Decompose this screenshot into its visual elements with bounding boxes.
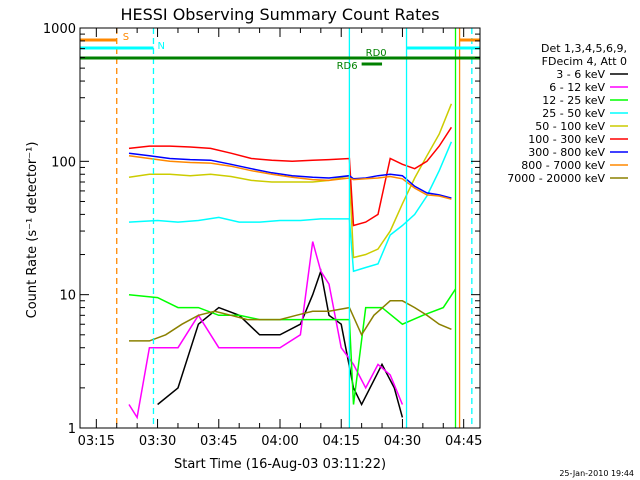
x-tick-label: 04:45 [445,434,482,449]
series-line-7 [128,152,452,199]
state-label-6: RD6 [337,61,358,72]
legend-label-2: 6 - 12 keV [549,81,605,94]
y-tick-label: 1 [68,422,76,437]
legend-label-4: 25 - 50 keV [542,107,605,120]
legend-label-7: 300 - 800 keV [528,146,605,159]
y-tick-label: 100 [51,155,76,170]
series-line-5 [128,103,453,259]
legend-label-1: 3 - 6 keV [556,68,605,81]
legend-label-9: 7000 - 20000 keV [507,172,605,185]
y-tick-label: 1000 [43,22,76,37]
y-tick-label: 10 [59,289,76,304]
series-line-1 [157,268,404,418]
x-tick-label: 04:15 [322,434,359,449]
series-line-2 [128,241,404,420]
chart-title: HESSI Observing Summary Count Rates [120,5,439,24]
series-line-8 [128,155,452,200]
x-tick-label: 04:00 [261,434,298,449]
state-label-2: N [158,41,165,52]
x-tick-label: 03:15 [78,434,115,449]
x-tick-label: 03:45 [200,434,237,449]
series-line-6 [128,126,453,227]
legend-label-6: 100 - 300 keV [528,133,605,146]
x-tick-label: 04:30 [384,434,421,449]
series-line-4 [128,141,453,273]
state-label-5: RD0 [366,48,387,59]
x-tick-label: 03:30 [139,434,176,449]
legend-header-2: FDecim 4, Att 0 [542,55,627,68]
legend-label-5: 50 - 100 keV [535,120,605,133]
series-line-3 [128,288,457,405]
legend: Det 1,3,4,5,6,9,FDecim 4, Att 03 - 6 keV… [507,42,628,185]
state-label-1: S [123,32,129,43]
footer-timestamp: 25-Jan-2010 19:44 [559,469,634,478]
legend-label-3: 12 - 25 keV [542,94,605,107]
y-axis-label: Count Rate (s⁻¹ detector⁻¹) [25,142,40,319]
x-axis-label: Start Time (16-Aug-03 03:11:22) [174,457,386,472]
legend-header-1: Det 1,3,4,5,6,9, [541,42,627,55]
legend-label-8: 800 - 7000 keV [521,159,605,172]
plot-frame [79,27,481,429]
series-line-9 [129,300,452,342]
